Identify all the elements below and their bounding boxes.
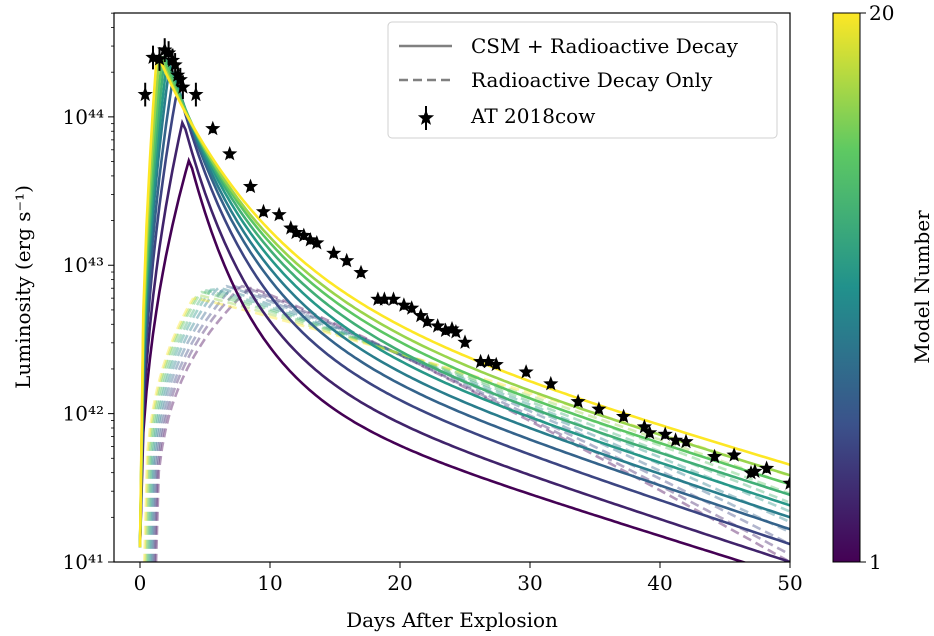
y-axis: 10⁴¹ 10⁴² 10⁴³ 10⁴⁴ [63,12,114,574]
colorbar-min-label: 1 [869,550,882,574]
x-tick-label: 10 [257,571,282,595]
at2018cow-point [188,86,204,102]
at2018cow-point [296,227,312,242]
at2018cow-point [636,419,652,434]
observation-layer [137,38,790,490]
radioactive-model-17-line [144,293,790,562]
plot-frame [113,12,791,563]
at2018cow-point [707,448,723,464]
at2018cow-point [255,203,272,219]
x-axis-label: Days After Explosion [346,608,558,632]
csm-model-15-line [138,55,790,548]
at2018cow-point [157,42,173,57]
at2018cow-point [376,291,392,306]
at2018cow-point [302,232,318,247]
radioactive-model-11-line [148,288,790,562]
at2018cow-point [444,321,460,336]
at2018cow-point [747,463,763,478]
at2018cow-point [448,324,464,339]
radioactive-model-3-line [153,284,789,562]
y-tick-label: 10⁴³ [63,253,104,277]
legend-label-radioactive: Radioactive Decay Only [471,68,713,92]
at2018cow-point [419,313,435,329]
at2018cow-point [782,475,790,490]
y-axis-label: Luminosity (erg s⁻¹) [11,185,35,389]
colorbar-title: Model Number [910,210,934,364]
at2018cow-point [288,224,304,240]
colorbar: 20 1 Model Number [832,1,934,574]
at2018cow-point [591,401,607,416]
radioactive-model-5-line [152,284,790,562]
at2018cow-point [242,178,259,194]
csm-model-1-line [138,156,748,562]
at2018cow-point [430,318,446,333]
at2018cow-point [759,460,775,475]
at2018cow-point [642,424,658,440]
csm-model-7-line [138,77,790,548]
at2018cow-point [413,307,429,323]
csm-model-11-line [138,61,790,548]
legend-label-csm: CSM + Radioactive Decay [471,34,739,58]
at2018cow-point [616,408,632,424]
at2018cow-point [137,86,153,102]
legend: CSM + Radioactive Decay Radioactive Deca… [387,21,778,139]
at2018cow-point [170,67,186,82]
at2018cow-point [543,375,559,391]
csm-model-13-line [138,55,790,548]
at2018cow-point [283,220,299,235]
x-tick-label: 40 [647,571,672,595]
at2018cow-point [404,300,420,315]
at2018cow-point [385,291,402,306]
at2018cow-point [222,146,238,161]
colorbar-gradient [832,12,861,563]
at2018cow-point [488,356,504,372]
csm-model-3-line [138,118,790,562]
at2018cow-point [437,322,454,337]
at2018cow-point [167,56,183,72]
at2018cow-point [396,297,412,312]
at2018cow-point [353,264,369,280]
at2018cow-point [678,433,694,449]
csm-model-20-line [138,56,790,548]
at2018cow-point [370,291,386,306]
y-tick-label: 10⁴¹ [63,550,104,574]
x-tick-label: 50 [777,571,802,595]
y-tick-label: 10⁴⁴ [63,105,104,129]
at2018cow-point [205,120,221,136]
at2018cow-point [161,45,177,60]
csm-model-5-line [138,88,790,548]
colorbar-max-label: 20 [869,1,894,25]
at2018cow-point [309,235,325,250]
csm-model-9-line [138,65,790,548]
y-tick-label: 10⁴² [63,402,104,426]
legend-star-marker [417,106,435,130]
x-axis: 0 10 20 30 40 50 [134,562,803,595]
at2018cow-point [726,447,742,462]
legend-label-at2018cow: AT 2018cow [470,104,595,128]
at2018cow-point [339,252,355,268]
radioactive-model-1-line [154,286,790,562]
at2018cow-point [518,364,534,379]
at2018cow-point [175,79,191,94]
solid-series-layer [138,54,790,562]
at2018cow-point [271,206,287,222]
at2018cow-point [743,465,759,480]
at2018cow-point [457,334,473,349]
at2018cow-point [164,52,181,67]
at2018cow-point [326,245,342,260]
legend-box [387,21,778,139]
at2018cow-point [473,353,489,369]
at2018cow-point [668,432,684,447]
x-tick-label: 30 [517,571,542,595]
at2018cow-point [570,393,586,409]
at2018cow-point [172,71,188,87]
x-tick-label: 20 [387,571,412,595]
x-tick-label: 0 [134,571,147,595]
legend-star-shape [417,109,435,125]
radioactive-model-15-line [145,290,790,562]
at2018cow-point [151,51,168,66]
at2018cow-point [480,353,496,369]
at2018cow-point [657,426,673,441]
